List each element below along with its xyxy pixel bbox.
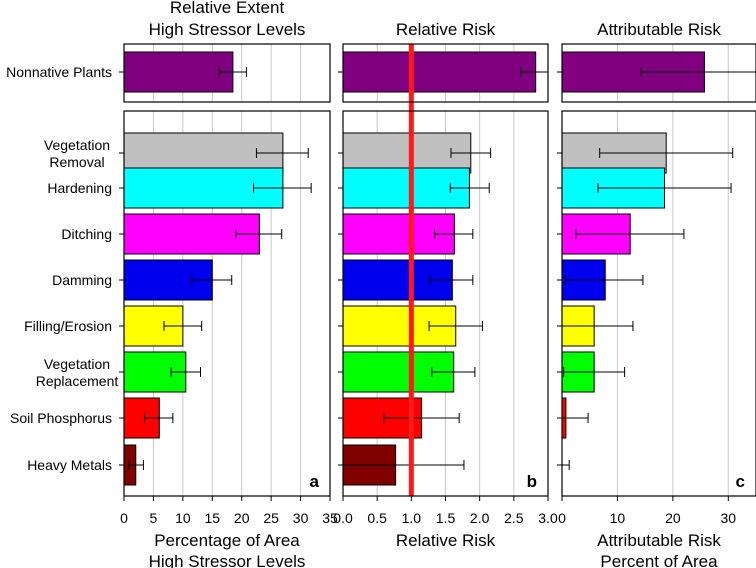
- category-label-vegetation-replacement-line1: Vegetation: [44, 356, 110, 372]
- panel-a-xtick-label: 20: [234, 510, 250, 526]
- panel-a-xtick-label: 5: [150, 510, 158, 526]
- category-label-soil-phosphorus: Soil Phosphorus: [10, 410, 112, 426]
- category-label-vegetation-removal-line1: Vegetation: [44, 137, 110, 153]
- panel-a-top-frame: [123, 43, 331, 103]
- panel-a-xlabel: High Stressor Levels: [149, 552, 306, 568]
- panel-b-xlabel: Relative Risk: [396, 531, 496, 550]
- panel-b-title: Relative Risk: [396, 20, 496, 39]
- panel-a-xtick-label: 10: [175, 510, 191, 526]
- panel-b-top-frame: [342, 43, 549, 103]
- panel-b-xtick-label: 3.0: [538, 510, 558, 526]
- panel-c-top-frame: [561, 43, 756, 103]
- panel-c-letter: c: [736, 472, 745, 491]
- category-label-filling-erosion: Filling/Erosion: [24, 318, 112, 334]
- panel-a-xtick-label: 0: [120, 510, 128, 526]
- panel-b-bar-main-1: [342, 167, 470, 209]
- panel-a-letter: a: [310, 472, 320, 491]
- panel-a-title: High Stressor Levels: [149, 20, 306, 39]
- panel-a-bar-top-0: [123, 51, 234, 93]
- panel-c-xtick-label: 10: [610, 510, 626, 526]
- panel-a-xtick-label: 15: [204, 510, 220, 526]
- panel-c-xtick-label: 30: [720, 510, 736, 526]
- panel-a-xtick-label: 35: [322, 510, 338, 526]
- category-label-nonnative-plants: Nonnative Plants: [6, 64, 112, 80]
- panel-b-xtick-label: 0.0: [333, 510, 353, 526]
- panel-a-xlabel: Percentage of Area: [154, 531, 300, 550]
- panel-a-xtick-label: 25: [263, 510, 279, 526]
- category-label-hardening: Hardening: [47, 180, 112, 196]
- panel-c-main-frame: [561, 110, 756, 497]
- panel-a-xtick-label: 30: [293, 510, 309, 526]
- panel-b-bar-top-0: [342, 51, 537, 93]
- panel-b-letter: b: [527, 472, 537, 491]
- panel-b-xtick-label: 2.0: [470, 510, 490, 526]
- panel-b-xtick-label: 2.5: [504, 510, 524, 526]
- category-label-vegetation-replacement-line2: Replacement: [36, 373, 119, 389]
- panel-c-xlabel: Percent of Area: [600, 552, 718, 568]
- panel-a-title: Relative Extent: [170, 0, 285, 17]
- panel-b-xtick-label: 1.5: [436, 510, 456, 526]
- category-label-ditching: Ditching: [61, 226, 112, 242]
- panel-c-xtick-label: 0: [558, 510, 566, 526]
- panel-c-xlabel: Attributable Risk: [597, 531, 721, 550]
- panel-b-bar-main-0: [342, 132, 472, 174]
- category-label-damming: Damming: [52, 272, 112, 288]
- category-label-heavy-metals: Heavy Metals: [27, 457, 112, 473]
- panel-b-xtick-label: 1.0: [402, 510, 422, 526]
- panel-c-title: Attributable Risk: [597, 20, 721, 39]
- category-label-vegetation-removal-line2: Removal: [49, 154, 104, 170]
- panel-a-main-frame: [123, 110, 331, 497]
- panel-b-xtick-label: 0.5: [367, 510, 387, 526]
- panel-c-xtick-label: 20: [665, 510, 681, 526]
